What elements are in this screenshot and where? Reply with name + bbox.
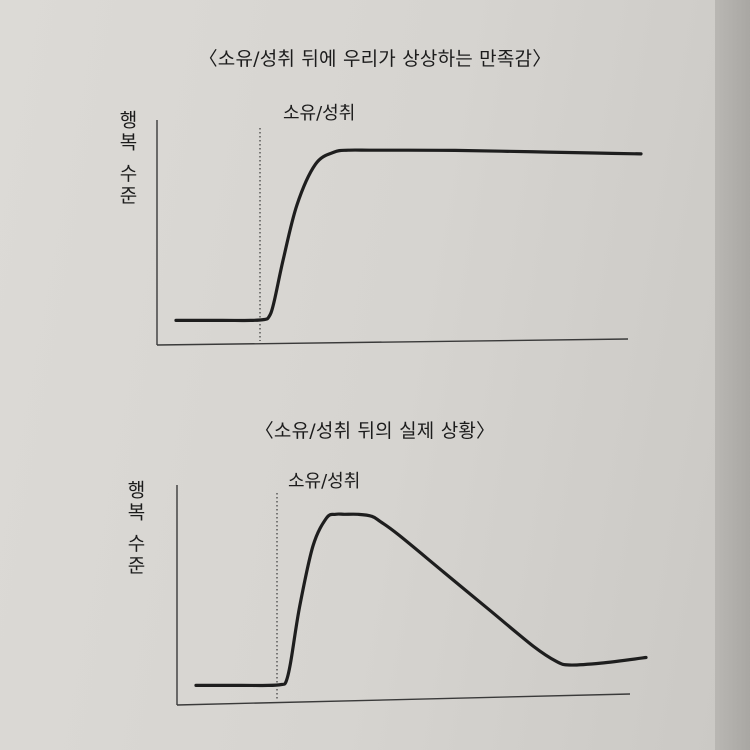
chart-title-actual: 〈소유/성취 뒤의 실제 상황〉 <box>254 420 496 442</box>
actual-series-line-0 <box>194 512 648 688</box>
book-page <box>0 0 715 750</box>
y-axis-label-actual: 행복 수준 <box>124 480 146 578</box>
event-label-imagined: 소유/성취 <box>283 103 356 124</box>
actual-x-axis <box>176 693 631 706</box>
y-axis-label-imagined: 행복 수준 <box>116 110 138 208</box>
page-edge <box>715 0 750 750</box>
chart-title-imagined: 〈소유/성취 뒤에 우리가 상상하는 만족감〉 <box>198 48 552 70</box>
imagined-series-line-0 <box>174 148 643 323</box>
event-label-actual: 소유/성취 <box>288 471 361 492</box>
imagined-x-axis <box>156 338 629 346</box>
